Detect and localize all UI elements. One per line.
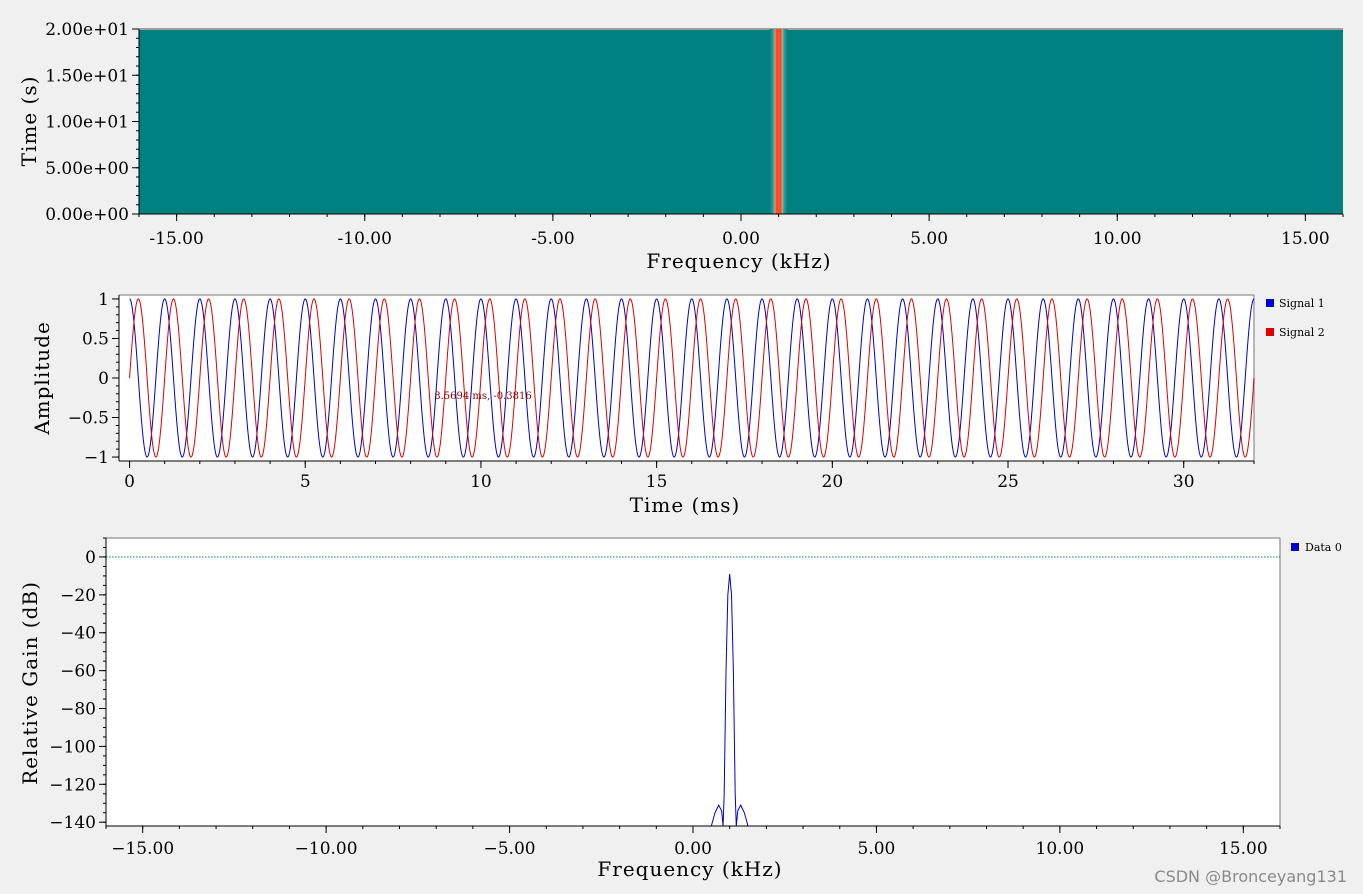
legend-swatch-data-0 <box>1291 543 1299 551</box>
y-tick-label: 1 <box>98 290 109 310</box>
x-tick-label: 5.00 <box>858 839 896 859</box>
y-tick-label: −60 <box>60 662 96 682</box>
x-tick-label: -10.00 <box>338 229 392 249</box>
y-tick-label: 0 <box>85 548 96 568</box>
y-tick-label: −120 <box>49 775 96 795</box>
y-tick-label: 5.00e+00 <box>45 159 129 179</box>
cursor-readout: 8.5694 ms, -0.3816 <box>434 391 532 402</box>
waterfall-panel: -15.00 -10.00 -5.00 0.00 5.00 10.00 15.00 0.00e… <box>17 20 1344 273</box>
x-tick-label: 5.00 <box>910 229 948 249</box>
time-plot-area <box>119 295 1254 461</box>
watermark: CSDN @Bronceyang131 <box>1154 867 1347 886</box>
series-line-data-0 <box>710 573 749 827</box>
waterfall-x-axis-label: Frequency (kHz) <box>646 249 831 273</box>
waterfall-y-axis-label: Time (s) <box>17 76 41 167</box>
x-tick-label: 15.00 <box>1219 839 1268 859</box>
y-tick-label: 0.5 <box>82 329 109 349</box>
freq-x-axis-label: Frequency (kHz) <box>597 857 782 881</box>
y-tick-label: −0.5 <box>68 409 109 429</box>
y-tick-label: 0.00e+00 <box>45 205 129 225</box>
y-tick-label: 2.00e+01 <box>45 20 129 40</box>
x-tick-label: 25 <box>997 472 1019 492</box>
freq-legend: Data 0 <box>1291 541 1342 554</box>
y-tick-label: −40 <box>60 624 96 644</box>
x-tick-label: 15 <box>646 472 668 492</box>
waterfall-peak-band <box>769 29 788 214</box>
legend-label-signal-2: Signal 2 <box>1279 326 1325 339</box>
x-tick-label: −5.00 <box>484 839 536 859</box>
legend-swatch-signal-1 <box>1266 299 1274 307</box>
freq-axes: −15.00 −10.00 −5.00 0.00 5.00 10.00 15.00 0 −20 −… <box>49 537 1281 859</box>
time-series-group <box>129 298 1255 458</box>
y-tick-label: 1.00e+01 <box>45 113 129 133</box>
legend-swatch-signal-2 <box>1266 328 1274 336</box>
series-line-signal-1 <box>129 298 1255 458</box>
y-tick-label: −20 <box>60 586 96 606</box>
x-tick-label: 10.00 <box>1093 229 1142 249</box>
freq-series-group <box>710 573 749 827</box>
freq-y-axis-label: Relative Gain (dB) <box>18 581 42 785</box>
time-domain-panel: 0 5 10 15 20 25 30 1 0.5 0 −0.5 −1 8.5694 ms, -0.38… <box>30 290 1325 517</box>
y-tick-label: −80 <box>60 700 96 720</box>
x-tick-label: -5.00 <box>531 229 575 249</box>
x-tick-label: 10 <box>470 472 492 492</box>
x-tick-label: −10.00 <box>295 839 358 859</box>
time-axes: 0 5 10 15 20 25 30 1 0.5 0 −0.5 −1 <box>68 290 1255 492</box>
y-tick-label: −140 <box>49 813 96 833</box>
waterfall-background <box>139 29 1343 214</box>
freq-plot-area <box>106 538 1280 826</box>
y-tick-label: −100 <box>49 737 96 757</box>
x-tick-label: 15.00 <box>1281 229 1330 249</box>
legend-label-data-0: Data 0 <box>1305 541 1342 554</box>
time-x-axis-label: Time (ms) <box>630 493 741 517</box>
x-tick-label: 0.00 <box>722 229 760 249</box>
x-tick-label: -15.00 <box>149 229 203 249</box>
y-tick-label: 1.50e+01 <box>45 66 129 86</box>
y-tick-label: 0 <box>98 369 109 389</box>
series-line-signal-2 <box>129 298 1255 458</box>
time-legend: Signal 1 Signal 2 <box>1266 297 1325 339</box>
x-tick-label: 0 <box>124 472 135 492</box>
legend-label-signal-1: Signal 1 <box>1279 297 1325 310</box>
x-tick-label: 5 <box>300 472 311 492</box>
x-tick-label: 10.00 <box>1036 839 1085 859</box>
x-tick-label: 30 <box>1173 472 1195 492</box>
y-tick-label: −1 <box>84 448 109 468</box>
x-tick-label: −15.00 <box>111 839 174 859</box>
waterfall-axes: -15.00 -10.00 -5.00 0.00 5.00 10.00 15.00 0.00e… <box>45 20 1344 249</box>
x-tick-label: 0.00 <box>674 839 712 859</box>
x-tick-label: 20 <box>822 472 844 492</box>
time-y-axis-label: Amplitude <box>30 321 54 436</box>
frequency-panel: −15.00 −10.00 −5.00 0.00 5.00 10.00 15.00 0 −20 −… <box>18 537 1342 881</box>
